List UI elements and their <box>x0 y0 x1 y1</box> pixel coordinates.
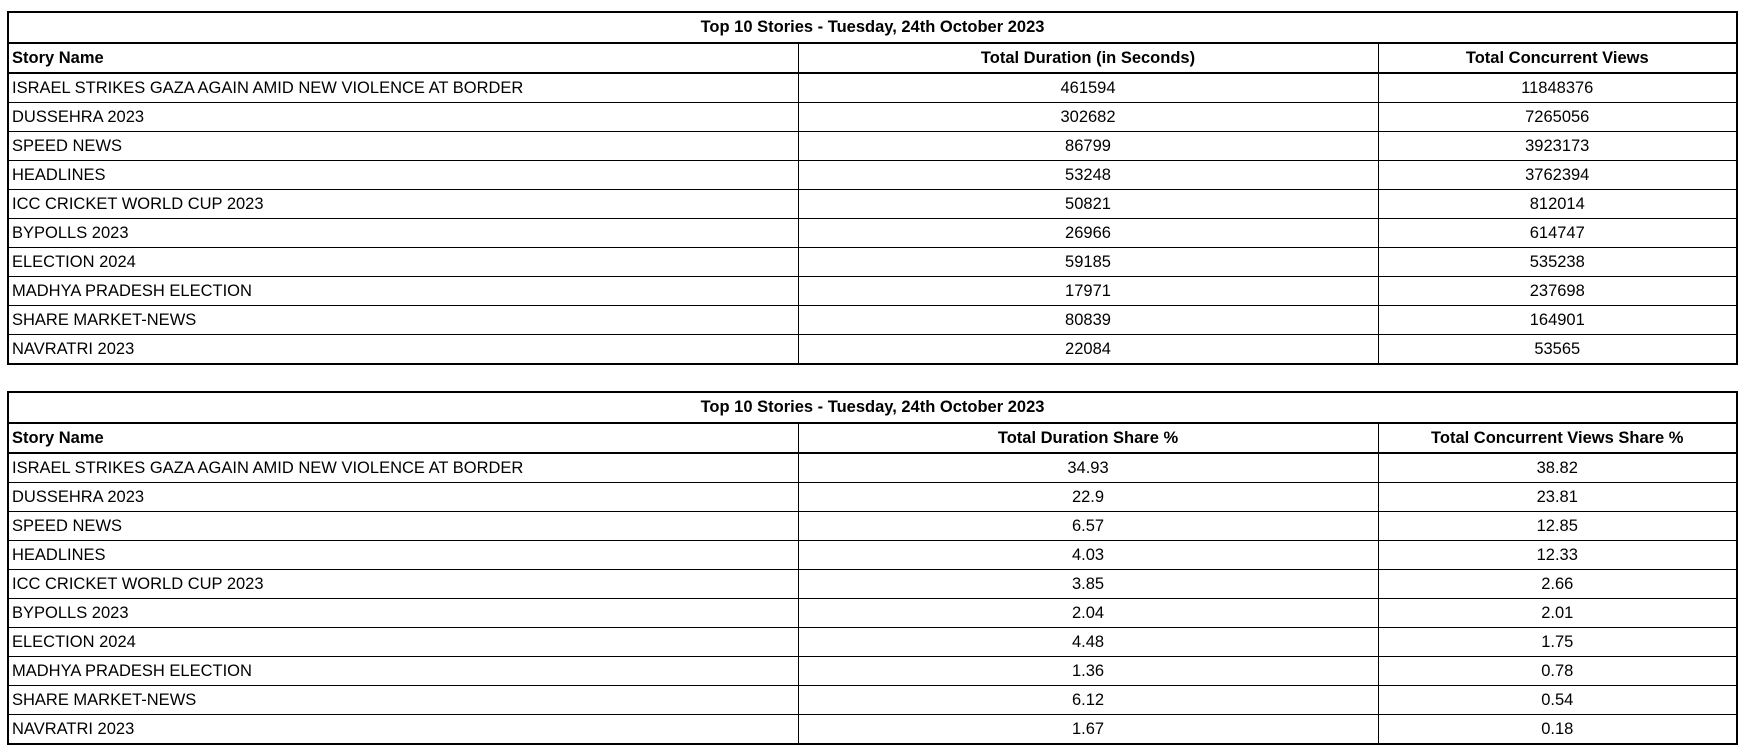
table-row: NAVRATRI 2023 22084 53565 <box>7 334 1738 365</box>
story-name-cell: NAVRATRI 2023 <box>7 334 799 365</box>
duration-cell: 17971 <box>797 276 1379 306</box>
duration-cell: 86799 <box>797 131 1379 161</box>
duration-cell: 1.36 <box>797 656 1379 686</box>
story-name-cell: HEADLINES <box>7 540 799 570</box>
story-name-cell: ICC CRICKET WORLD CUP 2023 <box>7 189 799 219</box>
table-row: BYPOLLS 2023 2.04 2.01 <box>7 598 1738 628</box>
column-header-views-share: Total Concurrent Views Share % <box>1377 422 1738 454</box>
duration-cell: 4.48 <box>797 627 1379 657</box>
views-cell: 237698 <box>1377 276 1738 306</box>
views-cell: 535238 <box>1377 247 1738 277</box>
views-cell: 2.01 <box>1377 598 1738 628</box>
views-cell: 164901 <box>1377 305 1738 335</box>
views-cell: 38.82 <box>1377 452 1738 483</box>
duration-cell: 302682 <box>797 102 1379 132</box>
duration-cell: 26966 <box>797 218 1379 248</box>
story-name-cell: ELECTION 2024 <box>7 247 799 277</box>
table-row: MADHYA PRADESH ELECTION 17971 237698 <box>7 276 1738 306</box>
story-name-cell: ICC CRICKET WORLD CUP 2023 <box>7 569 799 599</box>
table-row: BYPOLLS 2023 26966 614747 <box>7 218 1738 248</box>
duration-cell: 2.04 <box>797 598 1379 628</box>
views-cell: 3923173 <box>1377 131 1738 161</box>
duration-cell: 22.9 <box>797 482 1379 512</box>
table-row: SHARE MARKET-NEWS 6.12 0.54 <box>7 685 1738 715</box>
table-row: ISRAEL STRIKES GAZA AGAIN AMID NEW VIOLE… <box>7 72 1738 103</box>
table-row: HEADLINES 4.03 12.33 <box>7 540 1738 570</box>
duration-cell: 6.12 <box>797 685 1379 715</box>
story-name-cell: ELECTION 2024 <box>7 627 799 657</box>
column-header-total-views: Total Concurrent Views <box>1377 42 1738 74</box>
views-cell: 3762394 <box>1377 160 1738 190</box>
story-name-cell: HEADLINES <box>7 160 799 190</box>
story-name-cell: DUSSEHRA 2023 <box>7 482 799 512</box>
table-row: ICC CRICKET WORLD CUP 2023 3.85 2.66 <box>7 569 1738 599</box>
top-stories-share-table: Top 10 Stories - Tuesday, 24th October 2… <box>6 391 1739 745</box>
story-name-cell: SPEED NEWS <box>7 131 799 161</box>
duration-cell: 6.57 <box>797 511 1379 541</box>
duration-cell: 80839 <box>797 305 1379 335</box>
views-cell: 614747 <box>1377 218 1738 248</box>
story-name-cell: NAVRATRI 2023 <box>7 714 799 745</box>
story-name-cell: SHARE MARKET-NEWS <box>7 305 799 335</box>
top-stories-views-table: Top 10 Stories - Tuesday, 24th October 2… <box>6 11 1739 365</box>
table-row: SPEED NEWS 86799 3923173 <box>7 131 1738 161</box>
views-cell: 0.78 <box>1377 656 1738 686</box>
duration-cell: 50821 <box>797 189 1379 219</box>
table-title: Top 10 Stories - Tuesday, 24th October 2… <box>6 11 1739 44</box>
views-cell: 812014 <box>1377 189 1738 219</box>
views-cell: 0.54 <box>1377 685 1738 715</box>
table-row: ISRAEL STRIKES GAZA AGAIN AMID NEW VIOLE… <box>7 452 1738 483</box>
views-cell: 12.85 <box>1377 511 1738 541</box>
table-row: MADHYA PRADESH ELECTION 1.36 0.78 <box>7 656 1738 686</box>
story-name-cell: DUSSEHRA 2023 <box>7 102 799 132</box>
table-row: ELECTION 2024 59185 535238 <box>7 247 1738 277</box>
column-header-duration-share: Total Duration Share % <box>797 422 1379 454</box>
table-row: ELECTION 2024 4.48 1.75 <box>7 627 1738 657</box>
table-row: ICC CRICKET WORLD CUP 2023 50821 812014 <box>7 189 1738 219</box>
views-cell: 23.81 <box>1377 482 1738 512</box>
duration-cell: 461594 <box>797 72 1379 103</box>
duration-cell: 59185 <box>797 247 1379 277</box>
duration-cell: 3.85 <box>797 569 1379 599</box>
views-cell: 2.66 <box>1377 569 1738 599</box>
story-name-cell: ISRAEL STRIKES GAZA AGAIN AMID NEW VIOLE… <box>7 72 799 103</box>
story-name-cell: BYPOLLS 2023 <box>7 598 799 628</box>
table-row: SHARE MARKET-NEWS 80839 164901 <box>7 305 1738 335</box>
story-name-cell: SPEED NEWS <box>7 511 799 541</box>
table-row: DUSSEHRA 2023 22.9 23.81 <box>7 482 1738 512</box>
duration-cell: 4.03 <box>797 540 1379 570</box>
column-header-story-name: Story Name <box>7 422 799 454</box>
column-header-total-duration: Total Duration (in Seconds) <box>797 42 1379 74</box>
views-cell: 11848376 <box>1377 72 1738 103</box>
story-name-cell: BYPOLLS 2023 <box>7 218 799 248</box>
duration-cell: 1.67 <box>797 714 1379 745</box>
views-cell: 53565 <box>1377 334 1738 365</box>
views-cell: 12.33 <box>1377 540 1738 570</box>
table-row: HEADLINES 53248 3762394 <box>7 160 1738 190</box>
views-cell: 7265056 <box>1377 102 1738 132</box>
column-header-story-name: Story Name <box>7 42 799 74</box>
duration-cell: 22084 <box>797 334 1379 365</box>
table-title: Top 10 Stories - Tuesday, 24th October 2… <box>6 391 1739 424</box>
views-cell: 0.18 <box>1377 714 1738 745</box>
story-name-cell: ISRAEL STRIKES GAZA AGAIN AMID NEW VIOLE… <box>7 452 799 483</box>
duration-cell: 34.93 <box>797 452 1379 483</box>
story-name-cell: MADHYA PRADESH ELECTION <box>7 276 799 306</box>
story-name-cell: MADHYA PRADESH ELECTION <box>7 656 799 686</box>
table-row: NAVRATRI 2023 1.67 0.18 <box>7 714 1738 745</box>
duration-cell: 53248 <box>797 160 1379 190</box>
table-row: SPEED NEWS 6.57 12.85 <box>7 511 1738 541</box>
story-name-cell: SHARE MARKET-NEWS <box>7 685 799 715</box>
views-cell: 1.75 <box>1377 627 1738 657</box>
table-row: DUSSEHRA 2023 302682 7265056 <box>7 102 1738 132</box>
